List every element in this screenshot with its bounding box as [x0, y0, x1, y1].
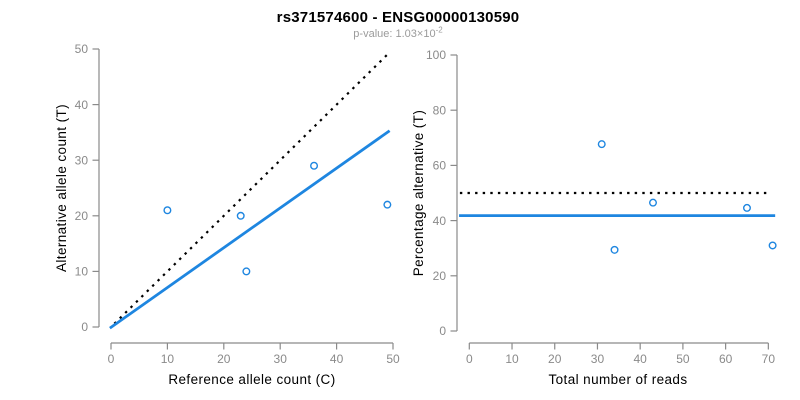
y-tick-label: 10: [75, 265, 89, 279]
fit-line: [109, 129, 391, 330]
y-tick-label: 50: [75, 42, 89, 56]
identity-line: [113, 54, 388, 325]
x-tick-label: 30: [274, 352, 288, 366]
x-tick-label: 70: [762, 352, 776, 366]
y-tick-label: 20: [433, 269, 447, 283]
right-plot: 0 10 20 30 40 50 60 70 0 20 40 60 80 100 Total number …: [411, 48, 777, 387]
x-tick-label: 60: [719, 352, 733, 366]
y-tick-label: 0: [81, 320, 88, 334]
y-tick-label: 40: [433, 214, 447, 228]
y-tick-label: 40: [75, 98, 89, 112]
x-tick-label: 20: [217, 352, 231, 366]
data-point: [383, 200, 392, 209]
x-tick-label: 50: [676, 352, 690, 366]
data-point: [242, 267, 251, 276]
y-axis-title: Alternative allele count (T): [54, 104, 69, 272]
x-tick-label: 0: [466, 352, 473, 366]
x-tick-label: 50: [386, 352, 400, 366]
x-tick-label: 10: [505, 352, 519, 366]
x-tick-label: 10: [161, 352, 175, 366]
data-point: [742, 203, 751, 212]
x-tick-label: 30: [591, 352, 605, 366]
x-axis-title: Total number of reads: [549, 372, 688, 387]
left-plot: 0 10 20 30 40 50 0 10 20 30 40 50 Reference allele c…: [54, 42, 400, 387]
y-tick-label: 80: [433, 103, 447, 117]
y-tick-label: 30: [75, 153, 89, 167]
y-axis-title: Percentage alternative (T): [411, 110, 426, 276]
data-point: [768, 241, 777, 250]
data-point: [610, 245, 619, 254]
data-point: [310, 161, 319, 170]
x-tick-label: 40: [634, 352, 648, 366]
data-point: [597, 140, 606, 149]
figure-title: rs371574600 - ENSG00000130590: [276, 9, 520, 26]
x-tick-label: 40: [330, 352, 344, 366]
y-tick-label: 100: [426, 48, 446, 62]
x-tick-label: 20: [548, 352, 562, 366]
data-point: [236, 211, 245, 220]
pvalue-text: p-value: 1.03×10: [353, 28, 436, 40]
x-axis-title: Reference allele count (C): [168, 372, 335, 387]
figure-subtitle: p-value: 1.03×10-2: [0, 25, 796, 40]
y-tick-label: 60: [433, 159, 447, 173]
data-point: [648, 198, 657, 207]
y-tick-label: 20: [75, 209, 89, 223]
x-tick-label: 0: [108, 352, 115, 366]
pvalue-exponent: -2: [435, 25, 443, 35]
data-point: [163, 206, 172, 215]
y-tick-label: 0: [439, 324, 446, 338]
